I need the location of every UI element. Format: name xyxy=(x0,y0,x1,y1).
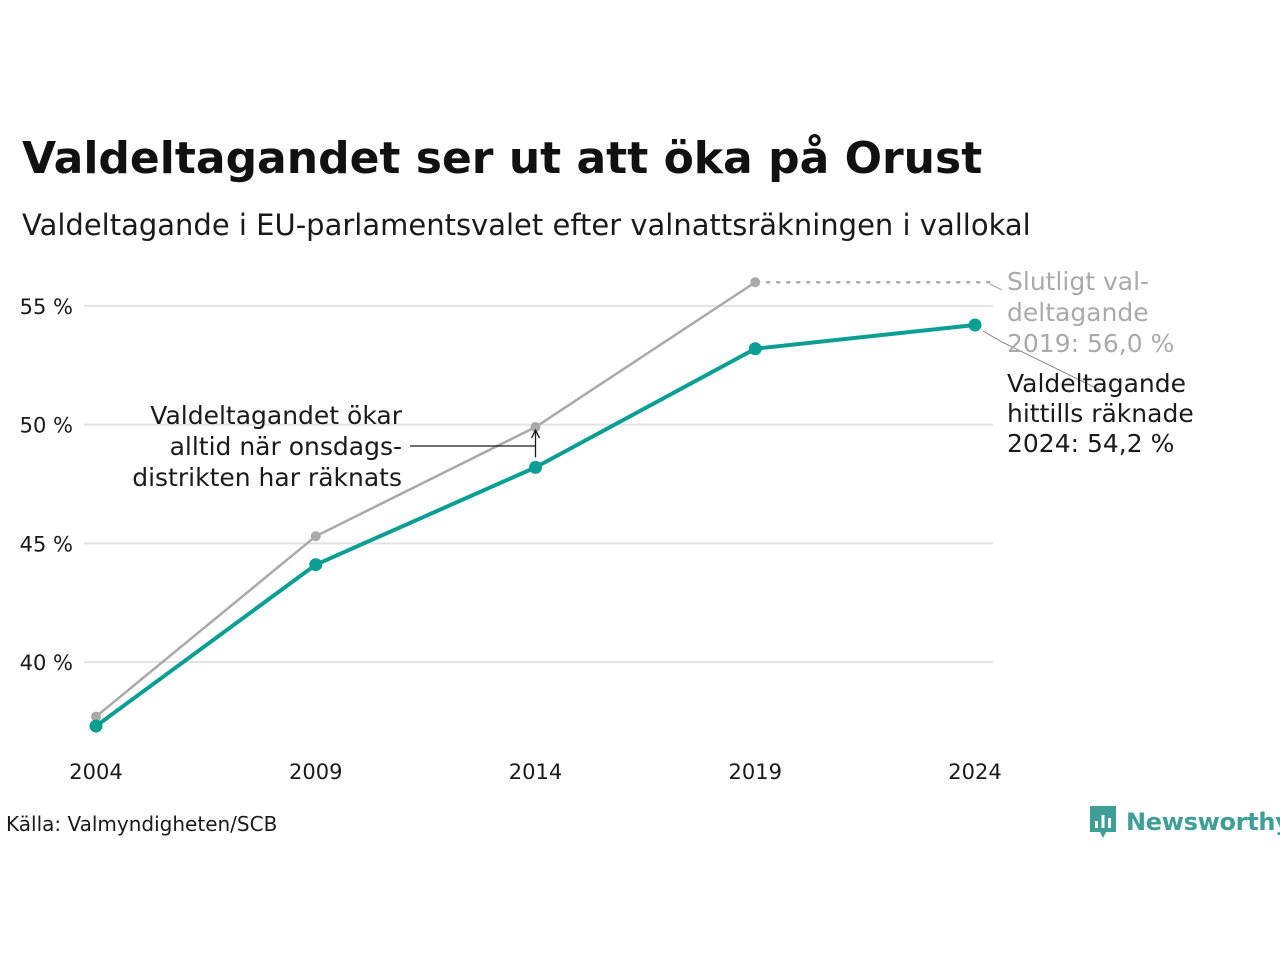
data-point-final[interactable] xyxy=(310,531,321,542)
data-point-counted[interactable] xyxy=(968,318,982,332)
y-tick-label: 45 % xyxy=(20,532,73,556)
counted-leader-line xyxy=(982,330,1101,391)
data-point-final[interactable] xyxy=(91,711,101,722)
x-tick-label: 2009 xyxy=(289,760,342,784)
data-point-final[interactable] xyxy=(530,422,541,433)
newsworthy-logo[interactable]: Newsworthy xyxy=(1088,803,1280,841)
newsworthy-logo-icon xyxy=(1090,806,1116,838)
data-point-final[interactable] xyxy=(750,277,761,288)
note-arrow-head xyxy=(530,428,541,439)
counted-annotation: Valdeltagande hittills räknade 2024: 54,2 … xyxy=(1007,369,1194,458)
y-tick-label: 55 % xyxy=(20,295,73,319)
series-line-counted xyxy=(94,322,976,728)
source-note: Källa: Valmyndigheten/SCB xyxy=(6,812,278,836)
data-point-counted[interactable] xyxy=(748,342,762,356)
series-lines xyxy=(89,277,982,733)
y-tick-label: 40 % xyxy=(20,651,73,675)
logo-text: Newsworthy xyxy=(1126,808,1280,836)
chart-title: Valdeltagandet ser ut att öka på Orust xyxy=(22,133,983,184)
x-tick-label: 2019 xyxy=(729,760,782,784)
y-axis-labels: 40 % 45 % 50 % 55 % xyxy=(20,295,73,675)
x-tick-label: 2004 xyxy=(69,760,122,784)
line-chart: 40 % 45 % 50 % 55 % 2004 2009 2014 2019 2024 Sl… xyxy=(20,267,1194,784)
data-point-counted[interactable] xyxy=(89,719,103,733)
final-leader-line xyxy=(989,283,1003,291)
chart-subtitle: Valdeltagande i EU-parlamentsvalet efter… xyxy=(22,208,1031,242)
data-point-counted[interactable] xyxy=(529,460,542,474)
data-point-counted[interactable] xyxy=(309,558,323,572)
x-tick-label: 2024 xyxy=(948,760,1001,784)
y-tick-label: 50 % xyxy=(20,414,73,438)
x-axis-labels: 2004 2009 2014 2019 2024 xyxy=(69,760,1001,784)
series-line-final xyxy=(95,281,756,718)
x-tick-label: 2014 xyxy=(509,760,562,784)
turnout-note: Valdeltagandet ökar alltid när onsdags-di… xyxy=(132,401,402,492)
annotations: Slutligt val-deltagande 2019: 56,0 % Valde… xyxy=(132,267,1193,492)
final-annotation: Slutligt val-deltagande 2019: 56,0 % xyxy=(1007,267,1174,358)
